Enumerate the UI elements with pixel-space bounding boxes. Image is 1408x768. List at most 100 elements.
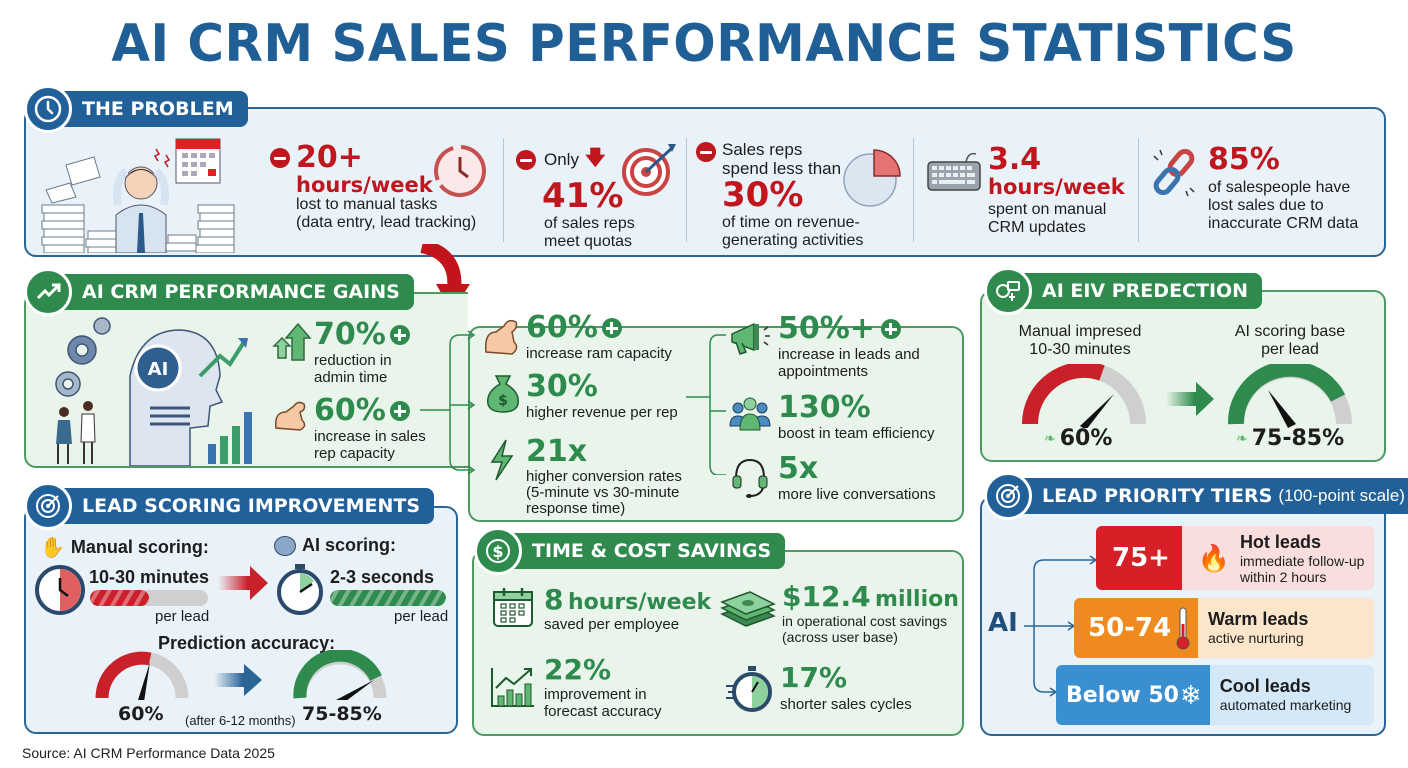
accuracy-before-gauge <box>94 650 190 705</box>
divider <box>913 138 914 242</box>
divider <box>503 138 504 242</box>
clock-icon <box>34 564 86 621</box>
savings-cost: $12.4 million in operational cost saving… <box>782 580 959 646</box>
prediction-right-value: ❧ 75-85% <box>1236 426 1345 451</box>
flexed-arm-icon <box>272 398 312 437</box>
prediction-right-label: AI scoring base per lead <box>1234 323 1346 358</box>
stressed-worker-illustration <box>36 135 246 254</box>
lightning-icon <box>488 438 516 487</box>
pie-chart-icon <box>840 146 904 215</box>
leaf-icon: ❧ <box>1044 430 1056 446</box>
tier-warm: 50-74 Warm leads active nurturing <box>1074 598 1374 658</box>
brain-icon <box>274 535 296 556</box>
problem-stat-inaccurate-data: 85% of salespeople have lost sales due t… <box>1208 142 1359 233</box>
money-bag-icon: $ <box>484 372 522 419</box>
target-icon <box>984 472 1032 520</box>
red-right-arrow-icon <box>218 566 268 605</box>
dollar-cycle-icon: $ <box>474 527 522 575</box>
svg-text:$: $ <box>492 542 503 561</box>
manual-gauge <box>1021 361 1146 433</box>
savings-hours: 8 hours/week saved per employee <box>544 583 712 634</box>
snowflake-icon: ❄ <box>1178 665 1210 725</box>
tiers-ai-label: AI <box>988 608 1018 638</box>
keyboard-icon <box>926 150 984 199</box>
accuracy-after-gauge <box>292 648 388 705</box>
savings-sales-cycles: 17% shorter sales cycles <box>780 661 912 714</box>
up-arrows-icon <box>272 322 312 367</box>
ai-brain-screen-icon <box>984 267 1032 315</box>
tiers-header: LEAD PRIORITY TIERS (100-point scale) <box>984 472 1408 520</box>
gain-stat-conversations: 5x more live conversations <box>778 451 936 504</box>
ai-robot-illustration: AI <box>40 316 260 467</box>
gain-stat-rep-capacity: 60% increase in sales rep capacity <box>314 393 426 463</box>
target-icon <box>24 482 72 530</box>
gain-stat-conversion: 21x higher conversion rates (5-minute vs… <box>526 434 682 517</box>
accuracy-note: (after 6-12 months) <box>185 713 296 728</box>
ai-time: 2-3 seconds <box>330 567 435 587</box>
stopwatch-icon <box>274 562 326 621</box>
minus-icon <box>696 142 716 162</box>
gains-header: AI CRM PERFORMANCE GAINS <box>24 268 414 316</box>
cash-stack-icon <box>720 586 776 635</box>
problem-header: THE PROBLEM <box>24 85 248 133</box>
manual-bar <box>90 590 208 606</box>
blue-right-arrow-icon <box>214 664 262 701</box>
headset-icon <box>730 454 770 503</box>
problem-stat-crm-updates: 3.4 hours/week spent on manual CRM updat… <box>988 142 1125 237</box>
savings-forecast: 22% improvement in forecast accuracy <box>544 653 662 721</box>
megaphone-icon <box>728 318 772 363</box>
divider <box>1138 138 1139 242</box>
ai-bar-fill <box>330 590 446 606</box>
gain-stat-revenue: 30% higher revenue per rep <box>526 369 678 422</box>
prediction-accuracy-label: Prediction accuracy: <box>158 633 336 653</box>
ai-scoring-label: AI scoring: <box>274 535 396 556</box>
growth-chart-icon <box>490 664 536 713</box>
gain-stat-team-efficiency: 130% boost in team efficiency <box>778 390 935 443</box>
plus-icon <box>601 318 622 338</box>
accuracy-before-value: 60% <box>118 703 164 725</box>
gain-stat-admin-time: 70% reduction in admin time <box>314 320 454 386</box>
thermometer-icon <box>1176 598 1198 658</box>
ai-per-lead: per lead <box>394 608 449 625</box>
leaf-icon: ❧ <box>1236 430 1248 446</box>
divider <box>686 138 687 242</box>
plus-icon <box>389 401 410 421</box>
team-icon <box>728 396 772 437</box>
savings-panel <box>472 550 964 736</box>
accuracy-after-value: 75-85% <box>302 703 382 725</box>
svg-text:AI: AI <box>148 359 169 380</box>
minus-icon <box>270 148 290 168</box>
down-arrow-icon: 🡇 <box>584 147 606 169</box>
manual-scoring-label: ✋ Manual scoring: <box>40 537 209 559</box>
gains-panel-extension <box>468 326 964 522</box>
connector-lines <box>420 330 726 475</box>
prediction-left-value: ❧ 60% <box>1044 426 1113 451</box>
tier-cool: Below 50 ❄ Cool leads automated marketin… <box>1056 665 1374 725</box>
target-icon <box>620 140 682 203</box>
problem-stat-quotas: Only 🡇 41% of sales reps meet quotas <box>516 143 686 251</box>
tier-hot: 75+ 🔥 Hot leads immediate follow-up with… <box>1096 526 1374 590</box>
source-note: Source: AI CRM Performance Data 2025 <box>22 745 275 761</box>
prediction-left-label: Manual impresed 10-30 minutes <box>1018 323 1142 358</box>
page-title: AI CRM SALES PERFORMANCE STATISTICS <box>111 14 1297 74</box>
stopwatch-icon <box>724 664 774 719</box>
trend-up-icon <box>24 268 72 316</box>
savings-header: $ TIME & COST SAVINGS <box>474 527 786 575</box>
minus-icon <box>516 150 536 170</box>
svg-text:$: $ <box>498 393 508 409</box>
gain-stat-leads: 50%+ increase in leads and appointments <box>778 311 920 381</box>
manual-per-lead: per lead <box>155 608 210 625</box>
manual-time: 10-30 minutes <box>89 567 210 587</box>
problem-stat-revenue-time: Sales reps spend less than 30% of time o… <box>696 140 906 250</box>
manual-bar-fill <box>90 590 149 606</box>
fire-icon: 🔥 <box>1197 542 1230 573</box>
broken-clock-icon <box>432 143 488 204</box>
broken-link-icon <box>1150 146 1202 203</box>
flexed-arm-icon <box>482 316 524 361</box>
hand-icon: ✋ <box>40 537 65 559</box>
right-arrow-icon <box>1166 382 1214 421</box>
plus-icon <box>880 319 901 339</box>
plus-icon <box>389 325 410 345</box>
problem-stat-manual-tasks: 20+ hours/week lost to manual tasks (dat… <box>270 143 485 232</box>
calendar-icon <box>492 586 534 633</box>
